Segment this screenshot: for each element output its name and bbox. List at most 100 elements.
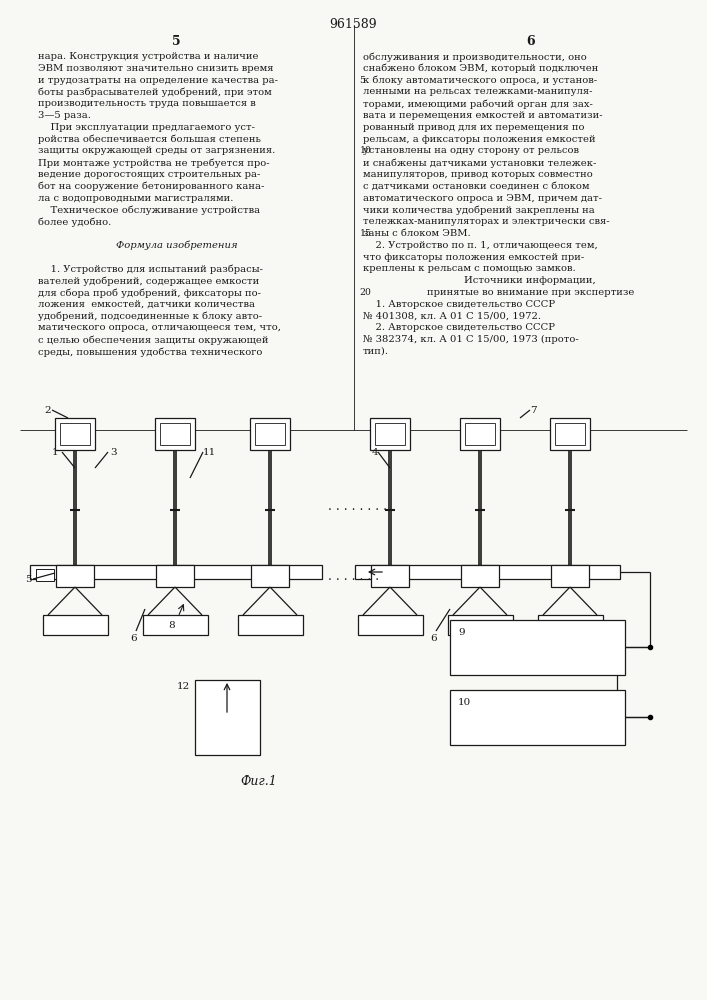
Text: 12: 12 — [177, 682, 190, 691]
Bar — [60, 423, 90, 445]
Bar — [551, 565, 589, 587]
Text: торами, имеющими рабочий орган для зах-: торами, имеющими рабочий орган для зах- — [363, 99, 593, 109]
Bar — [375, 423, 405, 445]
Text: чики количества удобрений закреплены на: чики количества удобрений закреплены на — [363, 205, 595, 215]
Text: 11: 11 — [203, 448, 216, 457]
Bar — [370, 418, 410, 450]
Bar — [550, 418, 590, 450]
Bar — [251, 565, 289, 587]
Bar — [448, 615, 513, 635]
Bar — [465, 423, 495, 445]
Text: 7: 7 — [530, 406, 537, 415]
Text: ЭВМ позволяют значительно снизить время: ЭВМ позволяют значительно снизить время — [38, 64, 274, 73]
Text: При монтаже устройства не требуется про-: При монтаже устройства не требуется про- — [38, 158, 269, 168]
Text: ложения  емкостей, датчики количества: ложения емкостей, датчики количества — [38, 300, 255, 309]
Text: рованный привод для их перемещения по: рованный привод для их перемещения по — [363, 123, 585, 132]
Text: ленными на рельсах тележками-манипуля-: ленными на рельсах тележками-манипуля- — [363, 87, 592, 96]
Text: установлены на одну сторону от рельсов: установлены на одну сторону от рельсов — [363, 146, 579, 155]
Text: матического опроса, отличающееся тем, что,: матического опроса, отличающееся тем, чт… — [38, 323, 281, 332]
Bar — [460, 418, 500, 450]
Text: Формула изобретения: Формула изобретения — [116, 241, 238, 250]
Text: 9: 9 — [458, 628, 464, 637]
Text: ройства обеспечивается большая степень: ройства обеспечивается большая степень — [38, 135, 261, 144]
Text: автоматического опроса и ЭВМ, причем дат-: автоматического опроса и ЭВМ, причем дат… — [363, 194, 602, 203]
Text: с целью обеспечения защиты окружающей: с целью обеспечения защиты окружающей — [38, 335, 269, 345]
Text: 10: 10 — [458, 698, 472, 707]
Text: среды, повышения удобства технического: среды, повышения удобства технического — [38, 347, 262, 357]
Text: 4: 4 — [372, 448, 379, 457]
Text: . . . . . . . .: . . . . . . . . — [328, 500, 387, 513]
Bar — [43, 615, 108, 635]
Text: При эксплуатации предлагаемого уст-: При эксплуатации предлагаемого уст- — [38, 123, 255, 132]
Bar — [450, 620, 625, 675]
Text: более удобно.: более удобно. — [38, 217, 111, 227]
Text: 20: 20 — [359, 288, 371, 297]
Text: вата и перемещения емкостей и автоматизи-: вата и перемещения емкостей и автоматизи… — [363, 111, 602, 120]
Text: 2: 2 — [44, 406, 51, 415]
Text: и трудозатраты на определение качества ра-: и трудозатраты на определение качества р… — [38, 76, 278, 85]
Text: для сбора проб удобрений, фиксаторы по-: для сбора проб удобрений, фиксаторы по- — [38, 288, 261, 298]
Text: защиты окружающей среды от загрязнения.: защиты окружающей среды от загрязнения. — [38, 146, 275, 155]
Text: 1. Авторское свидетельство СССР: 1. Авторское свидетельство СССР — [363, 300, 555, 309]
Text: что фиксаторы положения емкостей при-: что фиксаторы положения емкостей при- — [363, 253, 584, 262]
Bar — [238, 615, 303, 635]
Text: производительность труда повышается в: производительность труда повышается в — [38, 99, 256, 108]
Text: Фиг.1: Фиг.1 — [240, 775, 276, 788]
Text: тип).: тип). — [363, 347, 389, 356]
Text: обслуживания и производительности, оно: обслуживания и производительности, оно — [363, 52, 587, 62]
Text: ла с водопроводными магистралями.: ла с водопроводными магистралями. — [38, 194, 233, 203]
Text: бот на сооружение бетонированного кана-: бот на сооружение бетонированного кана- — [38, 182, 264, 191]
Bar — [255, 423, 285, 445]
Text: . . . . . . .: . . . . . . . — [328, 570, 379, 583]
Bar — [450, 690, 625, 745]
Text: 1: 1 — [52, 448, 59, 457]
Bar — [358, 615, 423, 635]
Text: 6: 6 — [526, 35, 534, 48]
Text: тележках-манипуляторах и электрически свя-: тележках-манипуляторах и электрически св… — [363, 217, 609, 226]
Text: 10: 10 — [359, 146, 371, 155]
Bar — [55, 418, 95, 450]
Text: снабжено блоком ЭВМ, который подключен: снабжено блоком ЭВМ, который подключен — [363, 64, 598, 73]
Text: к блоку автоматического опроса, и установ-: к блоку автоматического опроса, и устано… — [363, 76, 597, 85]
Text: манипуляторов, привод которых совместно: манипуляторов, привод которых совместно — [363, 170, 592, 179]
Text: нара. Конструкция устройства и наличие: нара. Конструкция устройства и наличие — [38, 52, 259, 61]
Text: ведение дорогостоящих строительных ра-: ведение дорогостоящих строительных ра- — [38, 170, 260, 179]
Text: № 401308, кл. А 01 С 15/00, 1972.: № 401308, кл. А 01 С 15/00, 1972. — [363, 312, 541, 321]
Text: креплены к рельсам с помощью замков.: креплены к рельсам с помощью замков. — [363, 264, 575, 273]
Bar — [538, 615, 603, 635]
Text: 3—5 раза.: 3—5 раза. — [38, 111, 91, 120]
Text: 5: 5 — [359, 76, 366, 85]
Text: принятые во внимание при экспертизе: принятые во внимание при экспертизе — [426, 288, 634, 297]
Text: 2. Устройство по п. 1, отличающееся тем,: 2. Устройство по п. 1, отличающееся тем, — [363, 241, 597, 250]
Text: Источники информации,: Источники информации, — [464, 276, 596, 285]
Text: с датчиками остановки соединен с блоком: с датчиками остановки соединен с блоком — [363, 182, 590, 191]
Text: Техническое обслуживание устройства: Техническое обслуживание устройства — [38, 205, 260, 215]
Text: 961589: 961589 — [329, 18, 378, 31]
Bar — [355, 565, 620, 579]
Text: 3: 3 — [110, 448, 117, 457]
Text: 6: 6 — [430, 634, 437, 643]
Bar — [56, 565, 94, 587]
Text: 6: 6 — [130, 634, 136, 643]
Text: заны с блоком ЭВМ.: заны с блоком ЭВМ. — [363, 229, 471, 238]
Bar — [195, 680, 260, 755]
Text: вателей удобрений, содержащее емкости: вателей удобрений, содержащее емкости — [38, 276, 259, 286]
Text: удобрений, подсоединенные к блоку авто-: удобрений, подсоединенные к блоку авто- — [38, 312, 262, 321]
Bar — [143, 615, 208, 635]
Bar — [155, 418, 195, 450]
Text: 8: 8 — [168, 621, 175, 630]
Text: рельсам, а фиксаторы положения емкостей: рельсам, а фиксаторы положения емкостей — [363, 135, 595, 144]
Text: 1. Устройство для испытаний разбрасы-: 1. Устройство для испытаний разбрасы- — [38, 264, 263, 274]
Text: 15: 15 — [359, 229, 371, 238]
Bar — [371, 565, 409, 587]
Bar — [461, 565, 499, 587]
Bar — [156, 565, 194, 587]
Bar — [30, 565, 322, 579]
Bar — [160, 423, 190, 445]
Text: и снабжены датчиками установки тележек-: и снабжены датчиками установки тележек- — [363, 158, 597, 168]
Text: № 382374, кл. А 01 С 15/00, 1973 (прото-: № 382374, кл. А 01 С 15/00, 1973 (прото- — [363, 335, 579, 344]
Bar — [250, 418, 290, 450]
Text: 5: 5 — [173, 35, 181, 48]
Bar — [36, 569, 54, 581]
Text: боты разбрасывателей удобрений, при этом: боты разбрасывателей удобрений, при этом — [38, 87, 271, 97]
